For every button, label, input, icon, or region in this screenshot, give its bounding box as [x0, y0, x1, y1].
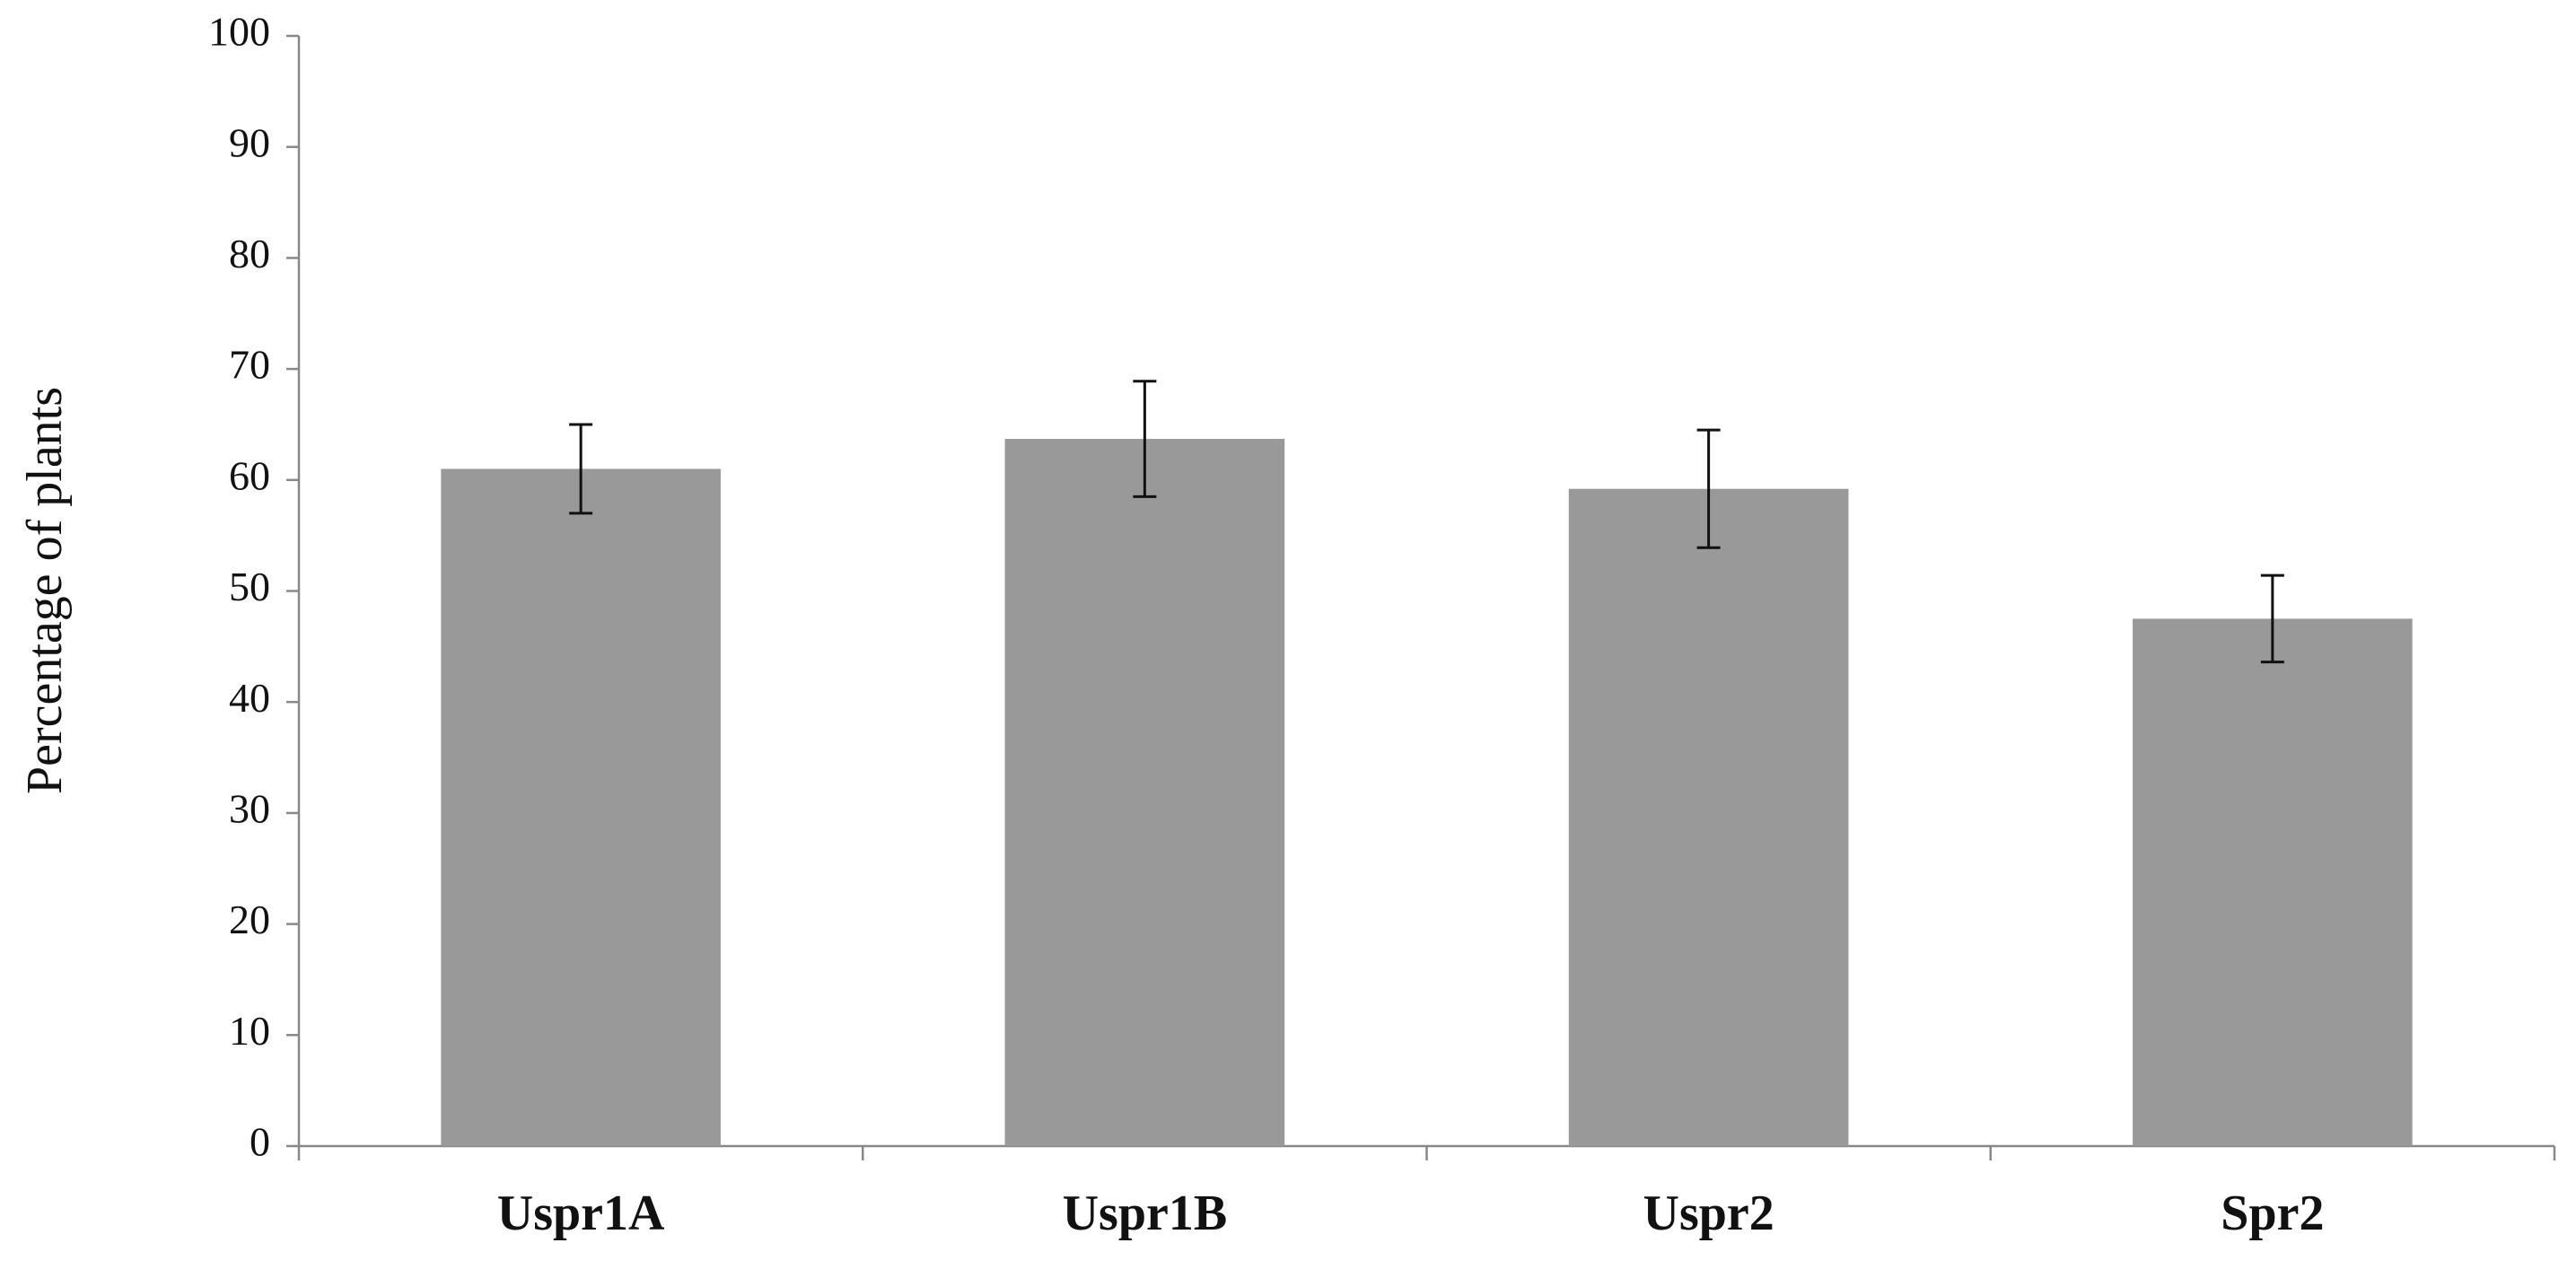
y-axis-label: Percentage of plants — [17, 387, 73, 794]
y-tick-label: 40 — [229, 675, 270, 721]
bar — [1568, 488, 1849, 1146]
x-tick-label: Uspr1A — [497, 1186, 665, 1241]
y-tick-label: 90 — [229, 119, 270, 165]
y-tick-label: 60 — [229, 452, 270, 498]
x-tick-label: Spr2 — [2221, 1186, 2324, 1241]
x-tick-label: Uspr2 — [1643, 1186, 1774, 1241]
y-tick-label: 80 — [229, 231, 270, 276]
y-tick-label: 100 — [208, 9, 270, 55]
y-tick-label: 30 — [229, 785, 270, 831]
bar — [441, 468, 721, 1146]
y-tick-label: 70 — [229, 342, 270, 388]
y-tick-label: 10 — [229, 1008, 270, 1054]
bar — [1004, 439, 1285, 1146]
y-tick-label: 0 — [250, 1119, 270, 1165]
y-tick-label: 20 — [229, 897, 270, 942]
y-tick-label: 50 — [229, 564, 270, 609]
x-tick-label: Uspr1B — [1063, 1186, 1228, 1241]
bar — [2133, 618, 2413, 1146]
